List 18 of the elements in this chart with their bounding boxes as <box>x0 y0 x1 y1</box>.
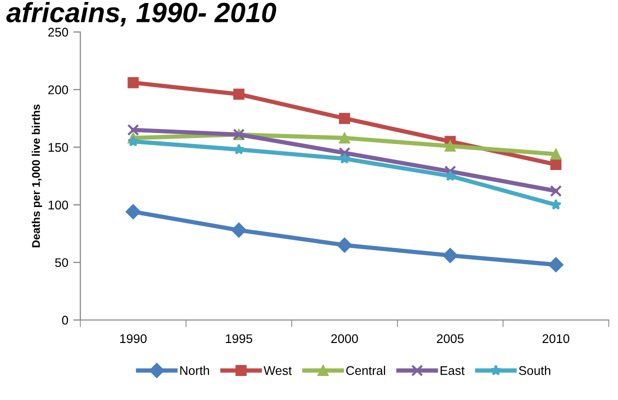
legend-label: South <box>518 366 550 375</box>
chart-title: africains, 1990- 2010 <box>6 2 276 26</box>
x-tick-label: 2010 <box>542 334 570 344</box>
x-tick-label: 1995 <box>226 334 252 344</box>
x-tick-label: 1990 <box>120 334 147 344</box>
legend-label: Central <box>346 366 386 375</box>
y-tick-label: 250 <box>48 28 68 37</box>
legend-label: East <box>440 366 465 375</box>
legend-label: North <box>180 366 210 375</box>
y-tick-label: 200 <box>48 85 68 94</box>
x-tick-label: 2005 <box>436 334 464 344</box>
legend-label: West <box>264 366 292 375</box>
y-axis-title: Deaths per 1,000 live births <box>32 104 42 248</box>
x-tick-label: 2000 <box>331 334 358 344</box>
y-tick-label: 0 <box>62 316 68 325</box>
y-tick-label: 100 <box>48 200 68 210</box>
y-tick-label: 50 <box>55 258 68 268</box>
y-tick-label: 150 <box>48 143 68 152</box>
